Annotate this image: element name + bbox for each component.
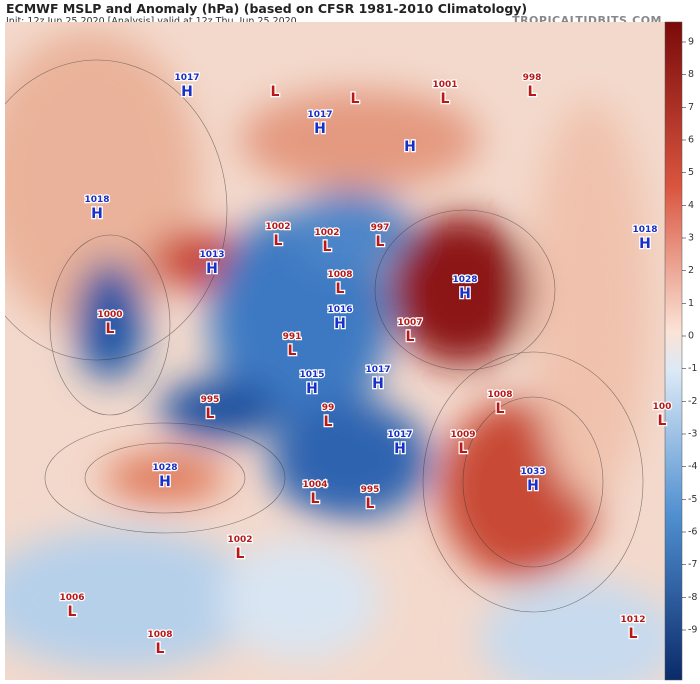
center-letter: L <box>324 414 333 430</box>
center-pressure: 1008 <box>487 390 512 400</box>
center-letter: L <box>288 343 297 359</box>
center-letter: H <box>181 84 193 100</box>
center-letter: H <box>314 121 326 137</box>
center-letter: H <box>372 376 384 392</box>
colorbar-label: 8 <box>688 69 694 80</box>
center-pressure: 1008 <box>327 270 352 280</box>
center-letter: L <box>323 239 332 255</box>
center-letter: H <box>459 286 471 302</box>
center-pressure: 1028 <box>152 463 177 473</box>
center-pressure: 1015 <box>299 370 324 380</box>
colorbar-label: 5 <box>688 167 694 178</box>
center-letter: H <box>639 236 651 252</box>
center-pressure: 1002 <box>314 228 339 238</box>
center-letter: L <box>271 84 280 100</box>
center-pressure: 1016 <box>327 305 352 315</box>
colorbar-label: -5 <box>688 494 697 505</box>
center-letter: L <box>106 321 115 337</box>
center-pressure: 1033 <box>520 467 545 477</box>
center-letter: H <box>527 478 539 494</box>
center-letter: H <box>394 441 406 457</box>
center-pressure: 997 <box>371 223 390 233</box>
colorbar-label: -4 <box>688 461 697 472</box>
center-letter: L <box>459 441 468 457</box>
colorbar-label: -2 <box>688 396 697 407</box>
center-letter: L <box>274 233 283 249</box>
colorbar-label: 7 <box>688 102 694 113</box>
center-letter: H <box>404 139 416 155</box>
colorbar-label: 2 <box>688 265 694 276</box>
colorbar-label: 1 <box>688 298 694 309</box>
center-letter: H <box>159 474 171 490</box>
center-letter: H <box>334 316 346 332</box>
title: ECMWF MSLP and Anomaly (hPa) (based on C… <box>6 1 527 16</box>
colorbar-label: 4 <box>688 200 694 211</box>
center-pressure: 1008 <box>147 630 172 640</box>
center-letter: L <box>376 234 385 250</box>
colorbar-label: -9 <box>688 625 697 636</box>
center-pressure: 99 <box>322 403 335 413</box>
center-letter: L <box>496 401 505 417</box>
center-letter: H <box>306 381 318 397</box>
colorbar-label: 0 <box>688 331 694 342</box>
center-pressure: 1006 <box>59 593 84 603</box>
subtitle: Init: 12z Jun 25 2020 [Analysis] valid a… <box>6 16 297 27</box>
center-pressure: 1017 <box>365 365 390 375</box>
center-letter: L <box>658 413 667 429</box>
colorbar-label: 3 <box>688 233 694 244</box>
center-pressure: 1017 <box>387 430 412 440</box>
center-pressure: 998 <box>523 73 542 83</box>
center-pressure: 100 <box>653 402 672 412</box>
center-pressure: 1007 <box>397 318 422 328</box>
center-letter: L <box>351 91 360 107</box>
center-pressure: 1000 <box>97 310 122 320</box>
center-letter: L <box>311 491 320 507</box>
center-pressure: 1001 <box>432 80 457 90</box>
center-pressure: 995 <box>361 485 380 495</box>
center-letter: H <box>206 261 218 277</box>
center-pressure: 1017 <box>307 110 332 120</box>
colorbar-label: 6 <box>688 135 694 146</box>
center-pressure: 1018 <box>84 195 109 205</box>
center-pressure: 991 <box>283 332 302 342</box>
center-letter: L <box>156 641 165 657</box>
center-pressure: 1017 <box>174 73 199 83</box>
center-letter: L <box>406 329 415 345</box>
colorbar-label: 9 <box>688 37 694 48</box>
center-pressure: 1002 <box>227 535 252 545</box>
colorbar-label: -7 <box>688 559 697 570</box>
center-letter: L <box>236 546 245 562</box>
colorbar <box>664 21 683 681</box>
colorbar-label: -1 <box>688 363 697 374</box>
center-pressure: 1012 <box>620 615 645 625</box>
center-letter: L <box>629 626 638 642</box>
center-letter: L <box>336 281 345 297</box>
center-pressure: 1018 <box>632 225 657 235</box>
colorbar-label: -6 <box>688 527 697 538</box>
center-letter: L <box>206 406 215 422</box>
center-letter: L <box>528 84 537 100</box>
colorbar-label: -3 <box>688 429 697 440</box>
center-letter: L <box>441 91 450 107</box>
center-letter: L <box>366 496 375 512</box>
map <box>5 22 665 680</box>
colorbar-label: -8 <box>688 592 697 603</box>
center-letter: H <box>91 206 103 222</box>
center-pressure: 1009 <box>450 430 475 440</box>
center-pressure: 1028 <box>452 275 477 285</box>
center-pressure: 1002 <box>265 222 290 232</box>
center-pressure: 1004 <box>302 480 327 490</box>
center-pressure: 1013 <box>199 250 224 260</box>
center-letter: L <box>68 604 77 620</box>
center-pressure: 995 <box>201 395 220 405</box>
